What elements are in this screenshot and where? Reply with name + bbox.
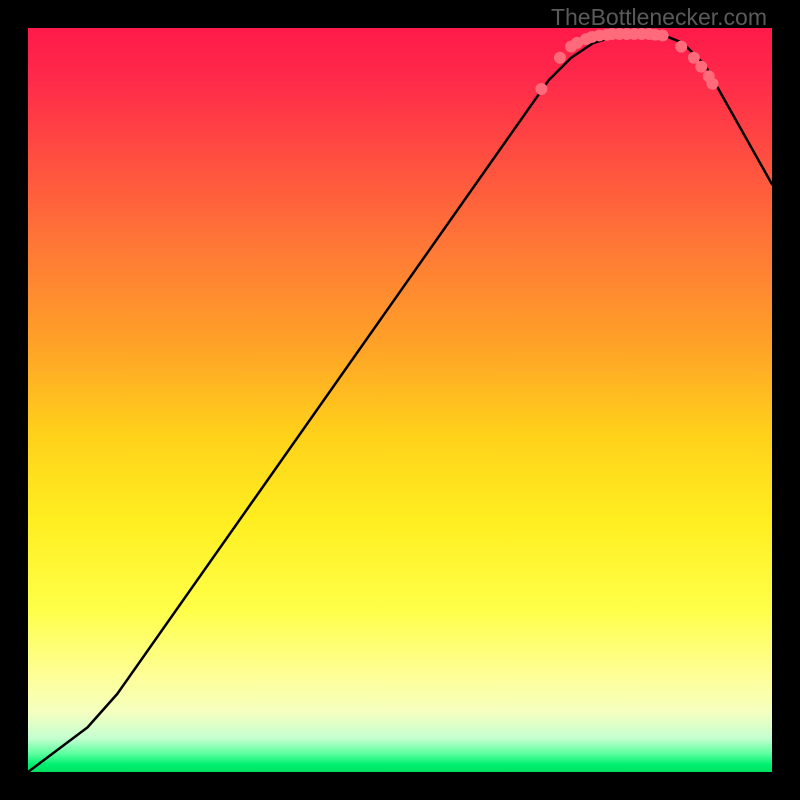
marker-point	[657, 30, 668, 41]
chart-svg	[0, 0, 800, 800]
marker-point	[688, 52, 699, 63]
marker-point	[536, 84, 547, 95]
marker-point	[554, 52, 565, 63]
marker-point	[707, 78, 718, 89]
marker-point	[676, 41, 687, 52]
chart-container: TheBottlenecker.com	[0, 0, 800, 800]
marker-point	[696, 61, 707, 72]
watermark-text: TheBottlenecker.com	[551, 4, 767, 31]
